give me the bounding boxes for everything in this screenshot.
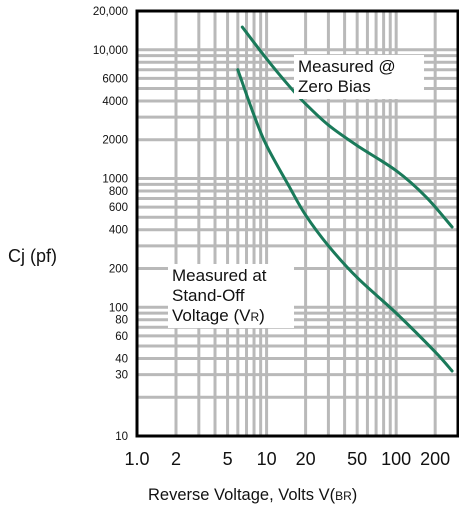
zero-bias-curve <box>240 25 454 229</box>
plot-frame <box>135 9 459 438</box>
y-tick-label: 60 <box>115 331 128 343</box>
annotation-zero-bias-line-2: Zero Bias <box>298 77 371 96</box>
annotation-standoff-sub: R <box>250 310 259 324</box>
y-tick-label: 80 <box>115 315 128 327</box>
y-tick-label: 10,000 <box>93 45 128 57</box>
annotation-zero-bias: Measured @ Zero Bias <box>294 55 424 99</box>
y-tick-label: 40 <box>115 353 128 365</box>
x-tick-label: 20 <box>296 449 316 469</box>
x-tick-label: 1.0 <box>124 449 149 469</box>
y-tick-label: 800 <box>109 186 128 198</box>
x-tick-label: 50 <box>347 449 367 469</box>
y-tick-label: 10 <box>115 431 128 443</box>
x-tick-label: 5 <box>223 449 233 469</box>
annotation-standoff-close: ) <box>259 306 265 325</box>
data-curves <box>236 25 454 373</box>
x-tick-label: 200 <box>420 449 450 469</box>
x-axis-label-main: Reverse Voltage, Volts V( <box>148 486 336 504</box>
x-axis-label: Reverse Voltage, Volts V(BR) <box>148 486 357 504</box>
annotation-standoff-line-3-main: Voltage (V <box>172 306 251 325</box>
x-tick-labels: 1.0 2 5 10 20 50 100 200 <box>124 449 450 469</box>
y-tick-label: 1000 <box>102 174 128 186</box>
annotation-standoff: Measured at Stand-Off Voltage (VR) <box>168 264 294 328</box>
y-tick-label: 20,000 <box>93 6 128 18</box>
standoff-voltage-curve <box>236 68 454 373</box>
y-tick-label: 2000 <box>102 135 128 147</box>
x-tick-label: 2 <box>171 449 181 469</box>
y-tick-label: 30 <box>115 370 128 382</box>
y-tick-label: 100 <box>109 302 128 314</box>
x-tick-label: 100 <box>381 449 411 469</box>
y-tick-label: 600 <box>109 202 128 214</box>
y-tick-label: 4000 <box>102 96 128 108</box>
annotation-standoff-line-2: Stand-Off <box>172 286 245 305</box>
y-axis-label: Cj (pf) <box>8 246 57 266</box>
annotation-zero-bias-line-1: Measured @ <box>298 57 396 76</box>
annotation-standoff-line-1: Measured at <box>172 266 267 285</box>
annotation-zero-bias-bg <box>294 55 424 99</box>
annotation-standoff-bg <box>168 264 294 328</box>
x-axis-label-sub: BR <box>335 489 352 503</box>
y-tick-label: 400 <box>109 225 128 237</box>
annotation-standoff-line-3: Voltage (VR) <box>172 306 265 325</box>
y-tick-label: 200 <box>109 263 128 275</box>
x-tick-label: 10 <box>257 449 277 469</box>
y-tick-label: 6000 <box>102 73 128 85</box>
x-axis-label-close: ) <box>352 486 358 504</box>
